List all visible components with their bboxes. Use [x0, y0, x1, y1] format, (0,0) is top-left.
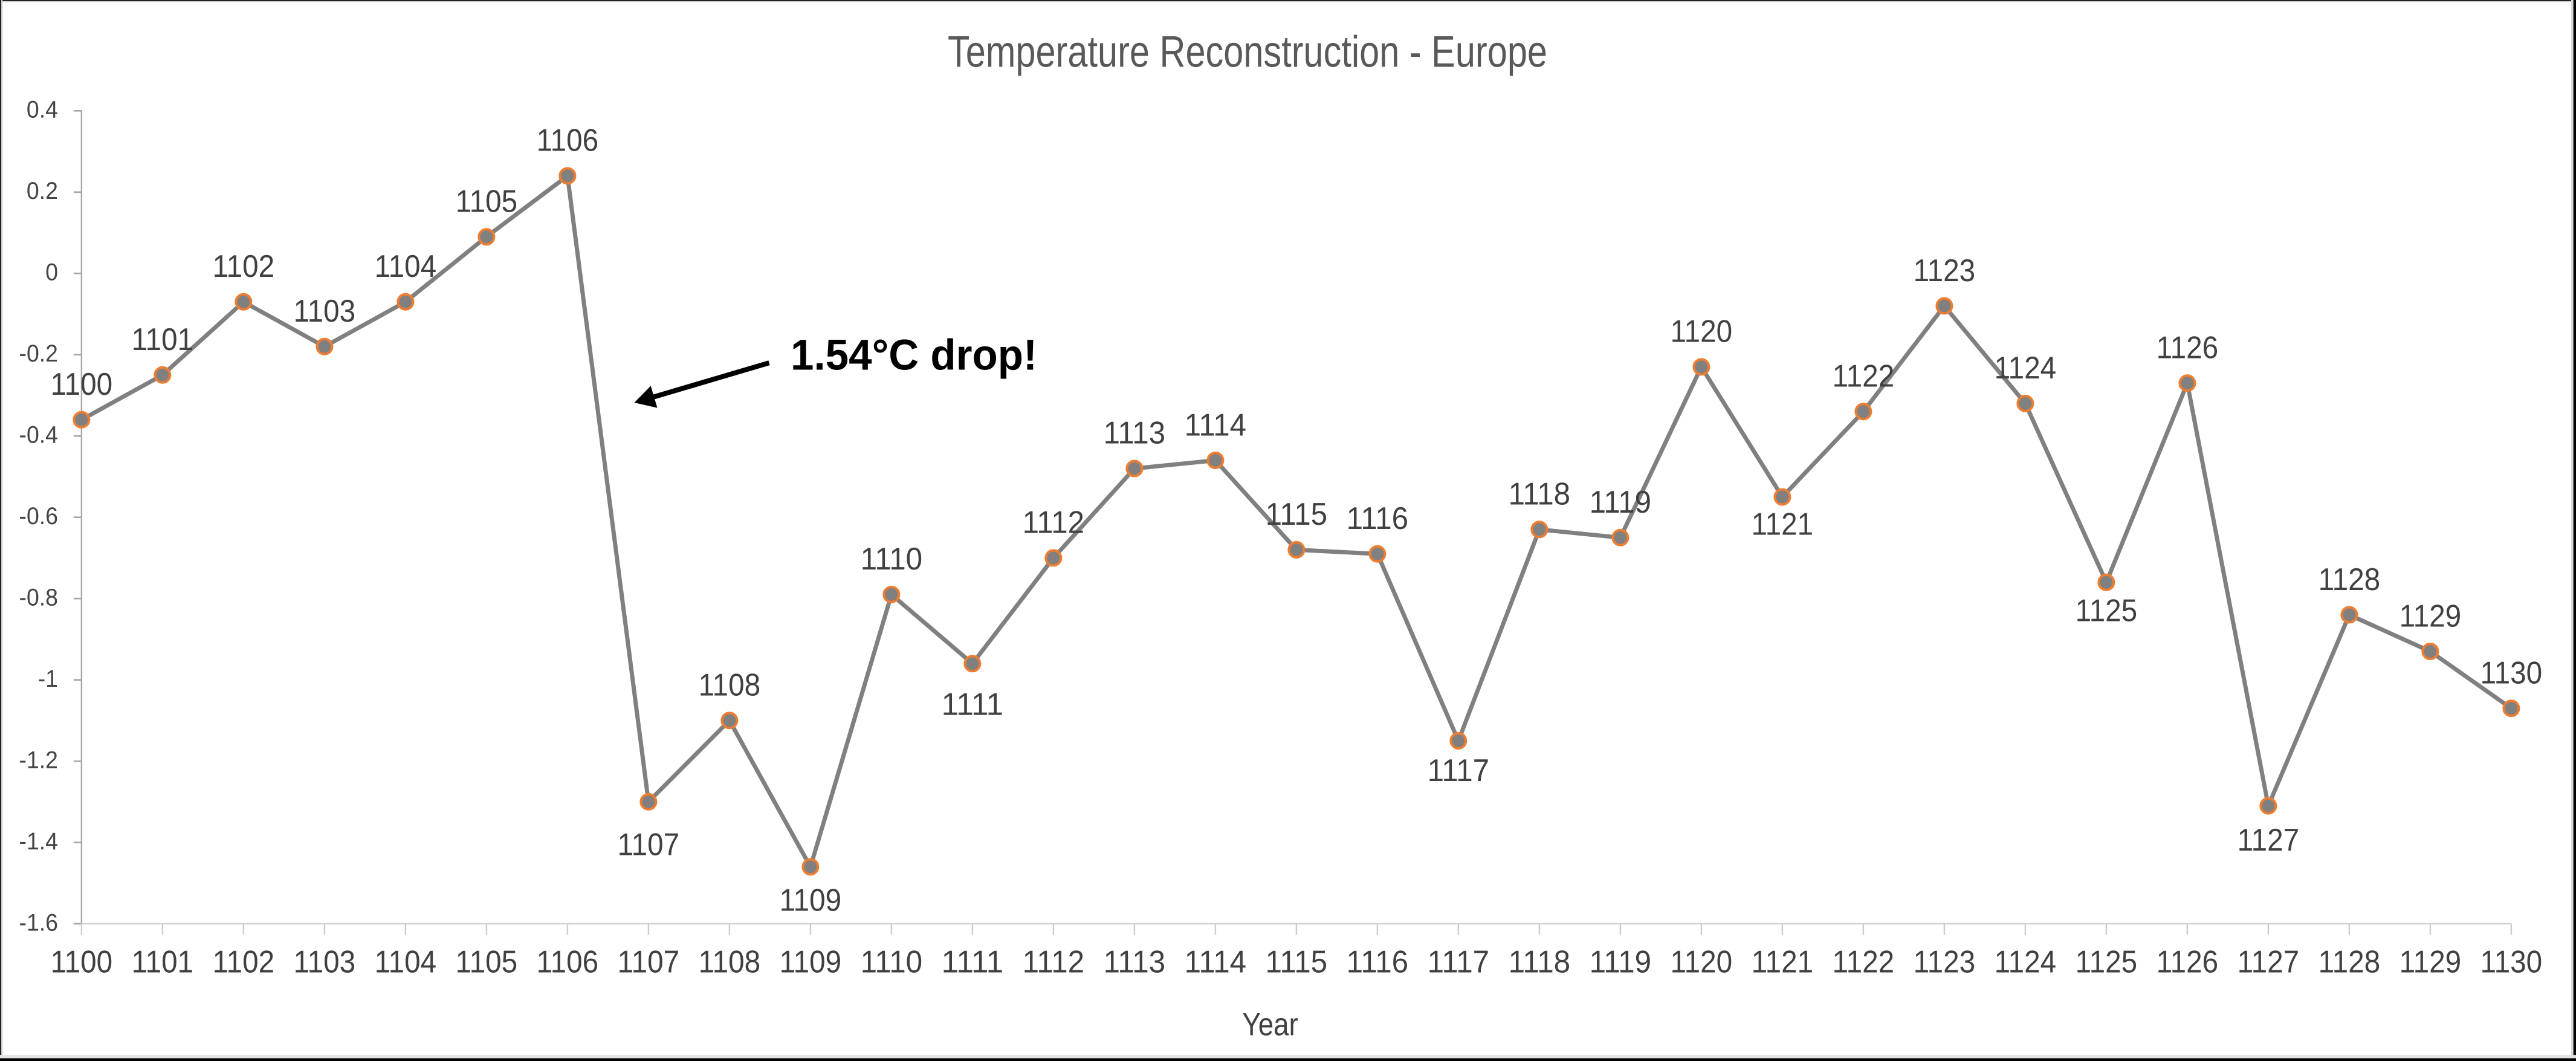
svg-text:1123: 1123	[1914, 253, 1976, 288]
svg-text:1113: 1113	[1104, 944, 1166, 979]
svg-text:1124: 1124	[1995, 350, 2057, 385]
svg-text:1100: 1100	[51, 366, 113, 401]
svg-text:-0.8: -0.8	[19, 583, 59, 611]
svg-text:1105: 1105	[456, 944, 518, 979]
svg-text:1130: 1130	[2481, 655, 2543, 690]
svg-text:0.4: 0.4	[27, 96, 58, 123]
svg-text:1119: 1119	[1590, 944, 1652, 979]
svg-text:-0.2: -0.2	[19, 340, 59, 367]
svg-text:1107: 1107	[618, 944, 680, 979]
svg-text:1125: 1125	[2076, 593, 2138, 628]
svg-text:-1.2: -1.2	[19, 746, 59, 773]
svg-text:Year: Year	[1242, 1007, 1298, 1043]
svg-text:1126: 1126	[2157, 944, 2219, 979]
svg-text:-0.4: -0.4	[19, 421, 59, 449]
svg-text:1122: 1122	[1833, 944, 1895, 979]
svg-text:-1: -1	[38, 665, 58, 692]
svg-text:1111: 1111	[942, 686, 1004, 721]
svg-text:1106: 1106	[537, 123, 599, 158]
svg-text:1101: 1101	[132, 322, 194, 357]
svg-text:1113: 1113	[1104, 415, 1166, 450]
svg-text:0.2: 0.2	[27, 177, 58, 204]
svg-text:1130: 1130	[2481, 944, 2543, 979]
svg-text:1102: 1102	[213, 944, 275, 979]
svg-text:1124: 1124	[1995, 944, 2057, 979]
svg-text:1129: 1129	[2400, 944, 2462, 979]
svg-text:1106: 1106	[537, 944, 599, 979]
svg-text:1121: 1121	[1752, 506, 1814, 541]
svg-text:1114: 1114	[1185, 407, 1247, 442]
svg-text:1120: 1120	[1671, 314, 1733, 349]
svg-text:1101: 1101	[132, 944, 194, 979]
svg-text:1.54°C drop!: 1.54°C drop!	[791, 332, 1037, 380]
svg-text:1120: 1120	[1671, 944, 1733, 979]
svg-text:1108: 1108	[699, 667, 761, 702]
svg-text:1107: 1107	[618, 827, 680, 862]
svg-text:1104: 1104	[375, 944, 437, 979]
svg-text:1119: 1119	[1590, 484, 1652, 519]
svg-text:1118: 1118	[1509, 476, 1571, 511]
svg-text:1110: 1110	[861, 944, 923, 979]
svg-text:1109: 1109	[780, 944, 842, 979]
svg-text:1109: 1109	[780, 882, 842, 917]
svg-text:1103: 1103	[294, 293, 356, 328]
svg-text:1128: 1128	[2319, 562, 2381, 597]
svg-text:1110: 1110	[861, 541, 923, 576]
svg-text:1125: 1125	[2076, 944, 2138, 979]
svg-text:1105: 1105	[456, 184, 518, 219]
svg-text:1116: 1116	[1347, 944, 1409, 979]
svg-text:1115: 1115	[1266, 944, 1328, 979]
svg-text:1127: 1127	[2238, 822, 2300, 857]
svg-text:1117: 1117	[1428, 753, 1490, 788]
svg-text:0: 0	[45, 259, 58, 286]
svg-text:1104: 1104	[375, 248, 437, 284]
svg-text:1102: 1102	[213, 248, 275, 284]
svg-text:1117: 1117	[1428, 944, 1490, 979]
svg-text:1112: 1112	[1023, 944, 1085, 979]
svg-text:1126: 1126	[2157, 330, 2219, 365]
svg-text:-0.6: -0.6	[19, 502, 59, 530]
svg-text:1122: 1122	[1833, 358, 1895, 394]
svg-text:1129: 1129	[2400, 598, 2462, 633]
svg-text:1121: 1121	[1752, 944, 1814, 979]
svg-text:1100: 1100	[51, 944, 113, 979]
svg-text:-1.6: -1.6	[19, 909, 59, 936]
svg-text:1112: 1112	[1023, 505, 1085, 540]
svg-text:-1.4: -1.4	[19, 828, 59, 855]
svg-text:1118: 1118	[1509, 944, 1571, 979]
svg-text:1123: 1123	[1914, 944, 1976, 979]
svg-text:1116: 1116	[1347, 501, 1409, 536]
svg-text:1103: 1103	[294, 944, 356, 979]
svg-text:1114: 1114	[1185, 944, 1247, 979]
svg-text:Temperature Reconstruction - E: Temperature Reconstruction - Europe	[948, 27, 1547, 76]
svg-text:1127: 1127	[2238, 944, 2300, 979]
svg-text:1115: 1115	[1266, 496, 1328, 531]
svg-text:1111: 1111	[942, 944, 1004, 979]
svg-text:1128: 1128	[2319, 944, 2381, 979]
svg-text:1108: 1108	[699, 944, 761, 979]
